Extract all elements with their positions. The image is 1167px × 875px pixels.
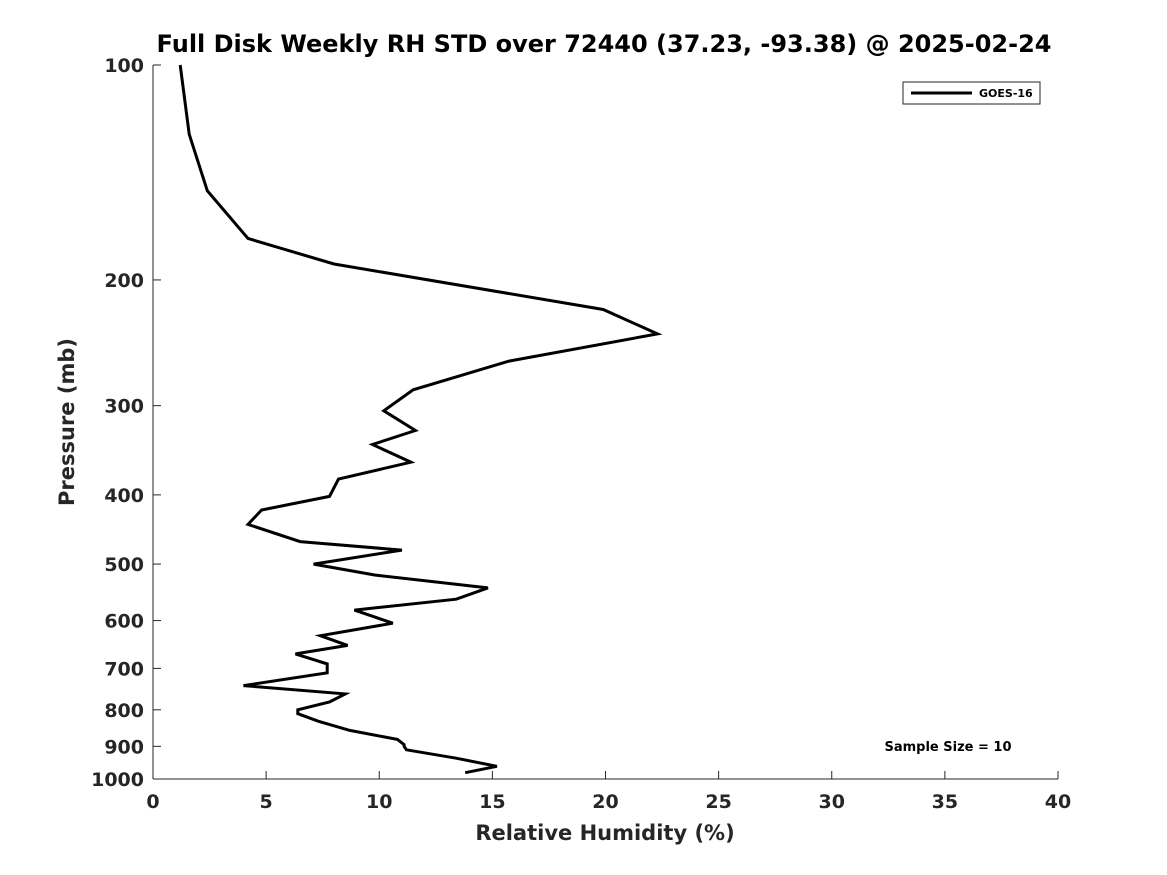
y-axis-label: Pressure (mb) [55,338,79,506]
x-tick-label: 40 [1045,791,1071,813]
x-tick-label: 0 [146,791,159,813]
y-tick-label: 600 [104,611,144,633]
x-tick-label: 25 [705,791,731,813]
y-tick-label: 400 [104,485,144,507]
y-ticks: 100 200 300 400 500 600 700 800 900 1000 [91,55,161,791]
x-ticks: 0 5 10 15 20 25 30 35 40 [146,771,1071,813]
y-tick-label: 900 [104,736,144,758]
y-tick-label: 1000 [91,769,144,791]
y-tick-label: 300 [104,396,144,418]
y-tick-label: 100 [104,55,144,77]
series-line-goes-16 [178,64,663,775]
y-tick-label: 200 [104,270,144,292]
x-tick-label: 30 [819,791,845,813]
x-tick-label: 10 [366,791,392,813]
legend-entry-goes-16: GOES-16 [979,87,1033,100]
x-axis-label: Relative Humidity (%) [475,821,734,845]
chart-title: Full Disk Weekly RH STD over 72440 (37.2… [157,30,1052,58]
legend: GOES-16 [902,81,1041,105]
y-tick-label: 800 [104,700,144,722]
x-tick-label: 20 [592,791,618,813]
y-tick-label: 700 [104,658,144,680]
x-tick-label: 35 [932,791,958,813]
y-tick-label: 500 [104,554,144,576]
series-layer [178,64,663,775]
x-tick-label: 5 [260,791,273,813]
x-tick-label: 15 [479,791,505,813]
sample-size-annotation: Sample Size = 10 [884,740,1011,755]
